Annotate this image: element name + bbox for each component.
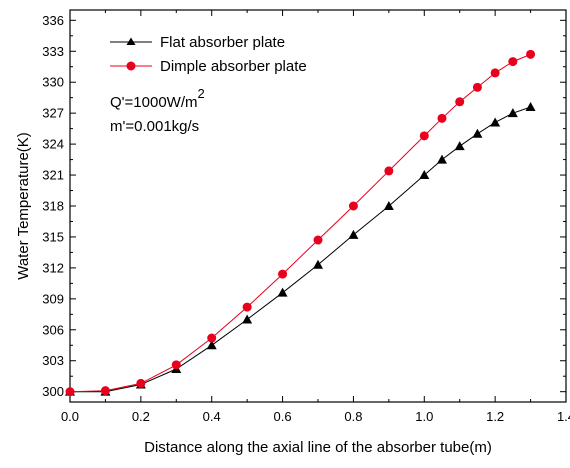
data-point-dimple xyxy=(384,166,394,176)
data-point-dimple xyxy=(242,302,252,312)
x-tick-label: 1.0 xyxy=(415,409,433,424)
data-point-flat xyxy=(437,154,447,164)
y-tick-label: 315 xyxy=(42,229,64,244)
data-point-flat xyxy=(313,259,323,269)
tick-layer: 0.0 0.2 0.4 0.6 0.8 1.0 1.2 1.4 300 303 306 309 312 3… xyxy=(42,10,570,424)
data-point-dimple xyxy=(508,57,518,67)
data-point-flat xyxy=(472,128,483,138)
data-point-dimple xyxy=(207,333,217,343)
y-tick-label: 327 xyxy=(42,106,64,121)
x-tick-label: 1.2 xyxy=(486,409,504,424)
x-tick-label: 0.8 xyxy=(344,409,362,424)
data-point-flat xyxy=(383,201,394,210)
data-point-dimple xyxy=(526,49,536,59)
y-tick-label: 312 xyxy=(42,260,64,275)
data-point-flat xyxy=(419,170,430,180)
series-layer xyxy=(65,49,536,397)
y-tick-label: 318 xyxy=(42,199,64,214)
y-tick-label: 306 xyxy=(42,322,64,337)
data-point-dimple xyxy=(278,269,288,279)
data-point-flat xyxy=(348,229,359,239)
data-point-dimple xyxy=(136,378,146,388)
x-tick-label: 0.2 xyxy=(132,409,150,424)
data-point-dimple xyxy=(472,82,482,92)
y-tick-label: 321 xyxy=(42,168,64,183)
annotation-heat-flux-exponent: 2 xyxy=(197,86,204,101)
data-point-dimple xyxy=(437,113,447,123)
x-tick-label: 0.4 xyxy=(203,409,221,424)
legend-label-dimple: Dimple absorber plate xyxy=(160,58,307,75)
data-point-flat xyxy=(525,101,536,111)
y-tick-label: 303 xyxy=(42,353,64,368)
x-tick-label: 0.0 xyxy=(61,409,79,424)
x-tick-label: 0.6 xyxy=(274,409,292,424)
data-point-flat xyxy=(277,287,288,297)
data-point-dimple xyxy=(65,387,75,397)
y-tick-label: 309 xyxy=(42,291,64,306)
x-tick-label: 1.4 xyxy=(557,409,570,424)
legend-marker-dimple xyxy=(126,61,136,71)
y-tick-label: 333 xyxy=(42,44,64,59)
annotation-mass-flow: m'=0.001kg/s xyxy=(110,118,199,135)
data-point-dimple xyxy=(455,97,465,107)
y-tick-label: 300 xyxy=(42,384,64,399)
data-point-dimple xyxy=(490,68,500,78)
data-point-flat xyxy=(507,108,518,118)
y-axis-title: Water Temperature(K) xyxy=(15,132,32,280)
legend: Flat absorber plate Dimple absorber plat… xyxy=(110,34,307,75)
data-point-flat xyxy=(454,141,465,151)
data-point-flat xyxy=(242,314,253,324)
x-axis-title: Distance along the axial line of the abs… xyxy=(144,439,492,456)
data-point-dimple xyxy=(419,131,429,141)
data-point-dimple xyxy=(100,386,110,396)
y-tick-label: 330 xyxy=(42,75,64,90)
y-tick-label: 324 xyxy=(42,137,64,152)
y-tick-label: 336 xyxy=(42,13,64,28)
plot-frame xyxy=(69,9,567,403)
annotation-heat-flux-text: Q'=1000W/m xyxy=(110,94,197,111)
annotation-heat-flux: Q'=1000W/m2 xyxy=(110,86,205,111)
data-point-flat xyxy=(490,117,501,127)
legend-marker-flat xyxy=(126,37,136,45)
data-point-dimple xyxy=(313,235,323,245)
data-point-dimple xyxy=(348,201,358,211)
data-point-flat xyxy=(206,340,217,350)
data-point-dimple xyxy=(171,360,181,370)
legend-label-flat: Flat absorber plate xyxy=(160,34,285,51)
